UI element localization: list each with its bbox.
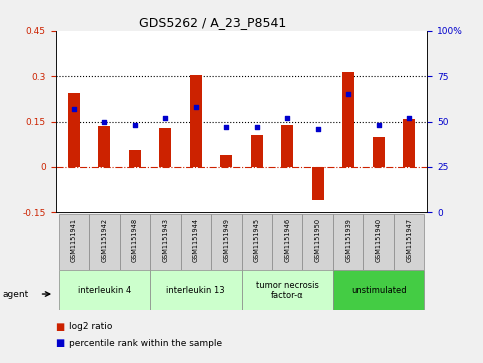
- Text: GSM1151945: GSM1151945: [254, 218, 260, 262]
- Text: GSM1151944: GSM1151944: [193, 218, 199, 262]
- Bar: [68, 93, 80, 167]
- Text: percentile rank within the sample: percentile rank within the sample: [69, 339, 222, 347]
- Text: interleukin 4: interleukin 4: [78, 286, 131, 295]
- Bar: [312, 167, 324, 200]
- Text: tumor necrosis
factor-α: tumor necrosis factor-α: [256, 281, 319, 300]
- Text: GSM1151947: GSM1151947: [406, 218, 412, 262]
- Text: GSM1151946: GSM1151946: [284, 218, 290, 262]
- Bar: [98, 126, 111, 167]
- Text: agent: agent: [2, 290, 28, 298]
- Bar: [342, 72, 355, 167]
- Point: [100, 119, 108, 125]
- Bar: [251, 135, 263, 167]
- Text: GSM1151942: GSM1151942: [101, 218, 107, 262]
- Text: ■: ■: [56, 338, 65, 348]
- Bar: [242, 270, 333, 310]
- Bar: [211, 214, 242, 270]
- Bar: [128, 150, 141, 167]
- Point: [253, 124, 261, 130]
- Bar: [190, 75, 202, 167]
- Point: [222, 124, 230, 130]
- Point: [284, 115, 291, 121]
- Bar: [58, 214, 89, 270]
- Text: GSM1151943: GSM1151943: [162, 218, 168, 262]
- Point: [375, 122, 383, 128]
- Bar: [403, 119, 415, 167]
- Text: GDS5262 / A_23_P8541: GDS5262 / A_23_P8541: [139, 16, 286, 29]
- Text: unstimulated: unstimulated: [351, 286, 407, 295]
- Text: log2 ratio: log2 ratio: [69, 322, 113, 331]
- Text: GSM1151949: GSM1151949: [223, 218, 229, 262]
- Bar: [89, 214, 120, 270]
- Bar: [150, 214, 181, 270]
- Bar: [372, 137, 385, 167]
- Bar: [272, 214, 302, 270]
- Bar: [220, 155, 232, 167]
- Bar: [150, 270, 242, 310]
- Point: [131, 122, 139, 128]
- Text: GSM1151941: GSM1151941: [71, 218, 77, 262]
- Text: GSM1151939: GSM1151939: [345, 218, 351, 262]
- Point: [314, 126, 322, 132]
- Bar: [242, 214, 272, 270]
- Point: [161, 115, 169, 121]
- Text: GSM1151948: GSM1151948: [132, 218, 138, 262]
- Point: [192, 104, 199, 110]
- Bar: [281, 125, 293, 167]
- Bar: [302, 214, 333, 270]
- Point: [344, 91, 352, 97]
- Bar: [120, 214, 150, 270]
- Text: GSM1151950: GSM1151950: [315, 218, 321, 262]
- Bar: [333, 214, 363, 270]
- Bar: [333, 270, 425, 310]
- Bar: [363, 214, 394, 270]
- Text: ■: ■: [56, 322, 65, 332]
- Text: interleukin 13: interleukin 13: [167, 286, 225, 295]
- Point: [70, 106, 78, 112]
- Text: GSM1151940: GSM1151940: [376, 218, 382, 262]
- Point: [405, 115, 413, 121]
- Bar: [394, 214, 425, 270]
- Bar: [159, 128, 171, 167]
- Bar: [181, 214, 211, 270]
- Bar: [58, 270, 150, 310]
